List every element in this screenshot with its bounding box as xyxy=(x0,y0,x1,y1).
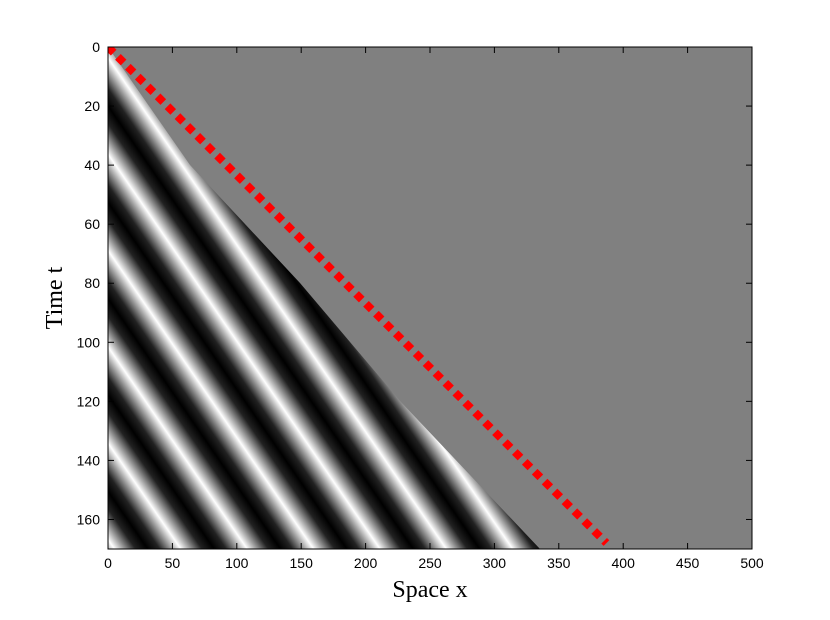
y-tick-label: 120 xyxy=(77,393,101,409)
wave-field xyxy=(108,47,540,549)
y-tick-label: 20 xyxy=(84,98,100,114)
y-tick-label: 60 xyxy=(84,216,100,232)
x-axis-label: Space x xyxy=(392,577,467,603)
x-tick-label: 350 xyxy=(547,555,571,571)
y-tick-label: 40 xyxy=(84,157,100,173)
x-tick-label: 150 xyxy=(290,555,314,571)
front-line xyxy=(108,47,610,546)
x-tick-label: 250 xyxy=(418,555,442,571)
y-tick-label: 80 xyxy=(84,275,100,291)
y-tick-label: 140 xyxy=(77,452,101,468)
x-tick-label: 400 xyxy=(612,555,636,571)
x-tick-label: 0 xyxy=(104,555,112,571)
x-tick-label: 300 xyxy=(483,555,507,571)
y-tick-label: 0 xyxy=(92,39,100,55)
x-tick-label: 200 xyxy=(354,555,378,571)
y-tick-label: 160 xyxy=(77,511,101,527)
x-tick-label: 50 xyxy=(165,555,181,571)
y-axis-label: Time t xyxy=(42,266,68,329)
x-tick-label: 500 xyxy=(740,555,764,571)
x-tick-label: 100 xyxy=(225,555,249,571)
x-tick-label: 450 xyxy=(676,555,700,571)
y-tick-label: 100 xyxy=(77,334,101,350)
